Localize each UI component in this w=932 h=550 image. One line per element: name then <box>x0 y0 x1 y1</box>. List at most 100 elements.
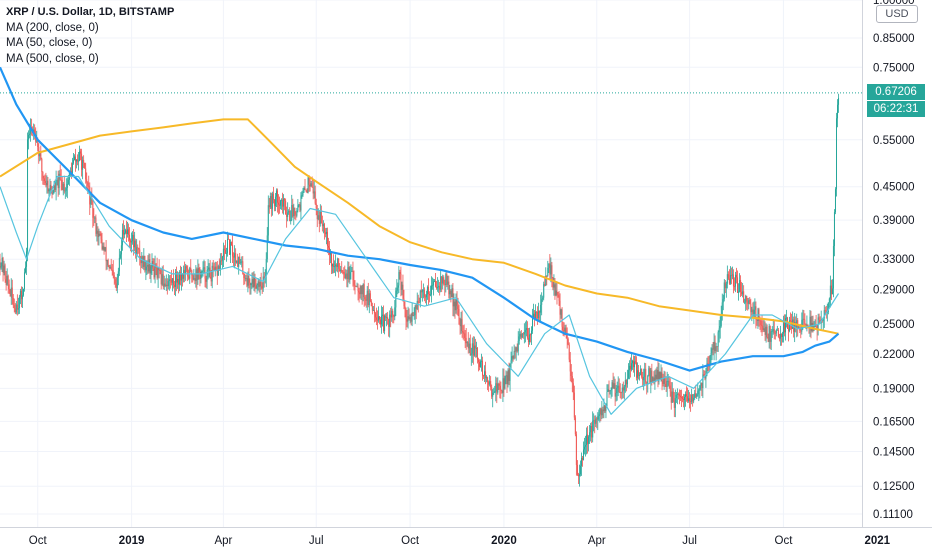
candle-body <box>143 255 145 267</box>
candle-body <box>119 254 121 258</box>
candle <box>150 264 152 283</box>
candle <box>702 364 704 399</box>
candle-body <box>662 381 664 384</box>
candle <box>318 210 320 233</box>
candle-body <box>622 387 624 391</box>
candle <box>543 281 545 301</box>
candle <box>208 263 210 278</box>
candle <box>561 307 563 332</box>
candle-body <box>469 343 471 356</box>
candle <box>223 245 225 261</box>
candle <box>447 275 449 290</box>
candle <box>446 270 448 288</box>
candle-body <box>657 369 659 382</box>
candle-body <box>341 269 343 272</box>
candle-body <box>0 259 1 268</box>
candle-body <box>246 278 248 286</box>
candle-body <box>195 269 197 281</box>
candle <box>261 282 263 294</box>
candle <box>334 260 336 273</box>
candle-body <box>739 280 741 292</box>
candle-body <box>115 283 117 289</box>
candle-body <box>499 385 501 390</box>
candle-body <box>790 320 792 322</box>
candle-body <box>308 177 310 185</box>
candle <box>766 324 768 339</box>
candle <box>712 341 714 356</box>
candle <box>156 257 158 280</box>
candle-body <box>153 268 155 278</box>
legend-ma200[interactable]: MA (200, close, 0) <box>6 21 99 34</box>
candle <box>246 273 248 288</box>
legend-ma500[interactable]: MA (500, close, 0) <box>6 52 99 65</box>
candle <box>366 286 368 311</box>
candle <box>540 294 542 322</box>
candle-body <box>248 276 250 283</box>
candle <box>122 220 124 241</box>
candle-body <box>608 389 610 392</box>
candle <box>594 415 596 434</box>
candle <box>44 174 46 186</box>
legend-ma50[interactable]: MA (50, close, 0) <box>6 37 93 49</box>
candle <box>383 305 385 333</box>
candle <box>730 267 732 285</box>
candle <box>344 265 346 279</box>
candle <box>610 387 612 399</box>
candle-body <box>694 393 696 398</box>
candle <box>413 307 415 320</box>
candle-body <box>391 310 393 318</box>
candle-body <box>74 156 76 162</box>
candle-body <box>124 230 126 233</box>
candle-body <box>775 330 777 334</box>
candle-body <box>427 286 429 295</box>
candle <box>116 273 118 294</box>
candle <box>389 310 391 338</box>
candle <box>566 327 568 349</box>
candle-body <box>774 333 776 334</box>
candle-body <box>624 380 626 387</box>
candle <box>476 347 478 364</box>
candle <box>451 284 453 298</box>
currency-button[interactable]: USD <box>876 5 918 23</box>
candle-body <box>805 324 807 326</box>
time-axis[interactable]: Oct 2019 Apr Jul Oct 2020 Apr Jul Oct 2021 <box>29 535 891 547</box>
candle-body <box>702 374 704 389</box>
candle-body <box>413 315 415 317</box>
candle-body <box>292 205 294 217</box>
candle <box>771 326 773 338</box>
candle-body <box>138 248 140 250</box>
candle-body <box>347 267 349 280</box>
candle <box>726 265 728 289</box>
candle-body <box>666 380 668 388</box>
candle-body <box>423 289 425 297</box>
candle-body <box>10 287 12 297</box>
candle-body <box>810 316 812 331</box>
candle <box>421 289 423 302</box>
candle-body <box>480 360 482 362</box>
candle-body <box>687 396 689 401</box>
candle-body <box>716 346 718 348</box>
candle <box>225 247 227 262</box>
candle-body <box>395 290 397 308</box>
candle-body <box>346 273 348 280</box>
candle <box>683 394 685 411</box>
candle <box>59 164 61 181</box>
candle-body <box>267 205 269 236</box>
candle <box>382 307 384 327</box>
candle-body <box>555 290 557 296</box>
candle <box>115 277 117 291</box>
candle <box>691 388 693 405</box>
candle-body <box>648 368 650 376</box>
candle <box>608 380 610 398</box>
price-axis[interactable]: 1.000000.850000.750000.550000.450000.390… <box>873 0 915 521</box>
candle-body <box>489 381 491 385</box>
candle-body <box>628 365 630 371</box>
candle <box>243 272 245 286</box>
candle <box>576 460 578 476</box>
candle <box>452 283 454 317</box>
candle-body <box>62 183 64 190</box>
candle <box>607 384 609 392</box>
candle-body <box>504 376 506 389</box>
candle <box>165 274 167 291</box>
